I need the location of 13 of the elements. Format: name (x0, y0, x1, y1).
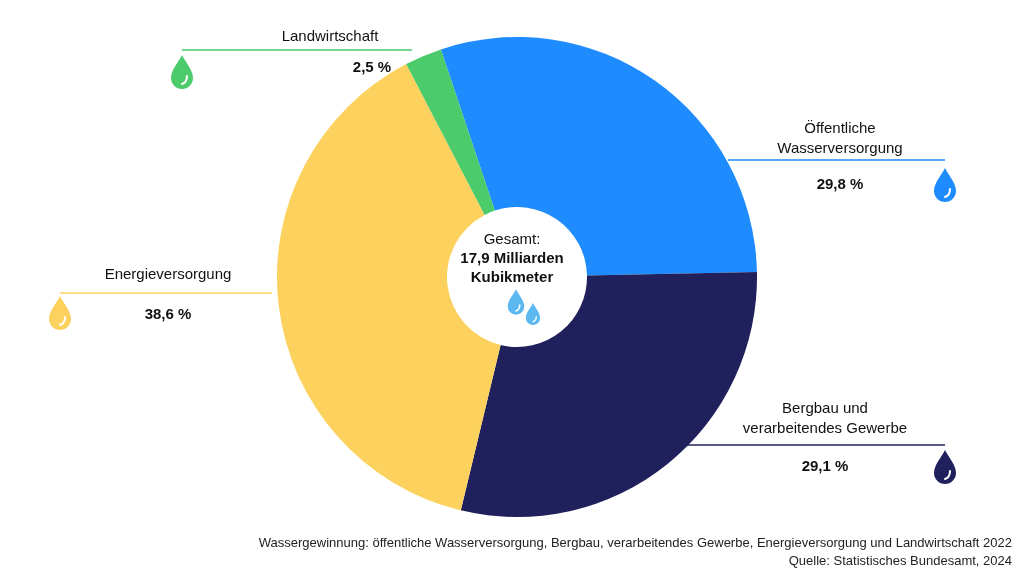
slice-label: Energieversorgung (103, 264, 233, 284)
slice-label: Öffentliche Wasserversorgung (776, 118, 904, 158)
data-label: 29,1 % (800, 457, 850, 474)
data-label: 29,8 % (815, 175, 865, 192)
source-note: Quelle: Statistisches Bundesamt, 2024 (787, 552, 1012, 570)
text: Wassergewinnung: öffentliche Wasserversorgung, Bergbau, verarbeitendes Gewerbe, Energieversorgung und Landwirtschaft 2022 (258, 534, 1012, 552)
slice-label: Landwirtschaft (280, 26, 380, 46)
text: Gesamt: (482, 229, 542, 248)
data-label: 38,6 % (143, 305, 193, 322)
text: 17,9 Milliarden Kubikmeter (459, 248, 565, 286)
donut-slice (406, 49, 495, 215)
slice-label: Bergbau und verarbeitendes Gewerbe (741, 398, 909, 438)
data-label: 2,5 % (351, 58, 393, 75)
